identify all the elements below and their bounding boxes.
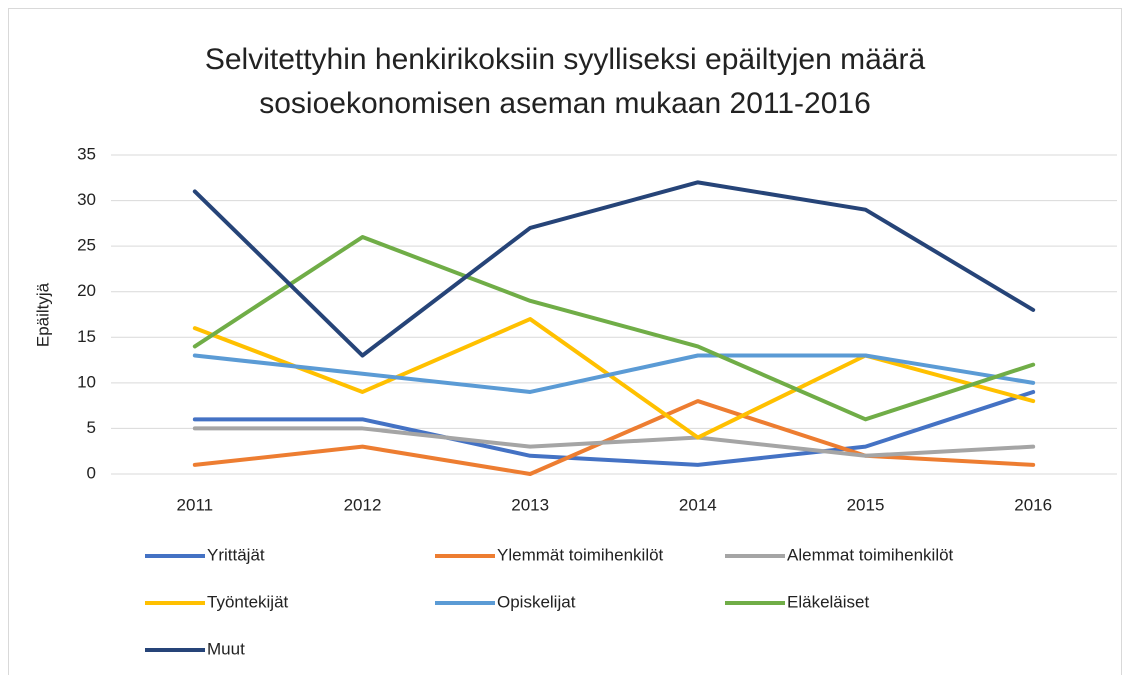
data-line (192, 426, 1036, 458)
x-tick-label: 2014 (679, 495, 717, 514)
y-tick-label: 0 (87, 463, 96, 482)
y-tick-label: 10 (77, 372, 96, 391)
y-axis-label: Epäiltyjä (33, 282, 52, 347)
y-tick-label: 20 (77, 281, 96, 300)
x-tick-label: 2013 (511, 495, 549, 514)
legend-label: Muut (207, 639, 245, 658)
y-tick-label: 35 (77, 144, 96, 163)
legend-label: Ylemmät toimihenkilöt (497, 545, 664, 564)
x-tick-label: 2012 (344, 495, 382, 514)
y-tick-label: 30 (77, 190, 96, 209)
chart-title: Selvitettyhin henkirikoksiin syylliseksi… (204, 43, 926, 120)
legend-label: Alemmat toimihenkilöt (787, 545, 954, 564)
data-line (192, 353, 1036, 394)
y-tick-label: 25 (77, 236, 96, 255)
x-tick-label: 2011 (177, 495, 214, 514)
chart-border (8, 8, 1122, 675)
data-line (192, 317, 1036, 440)
data-line (192, 235, 1036, 422)
x-tick-label: 2016 (1014, 495, 1052, 514)
legend-label: Eläkeläiset (787, 592, 869, 611)
legend-label: Yrittäjät (207, 545, 265, 564)
legend-label: Työntekijät (207, 592, 289, 611)
data-line (192, 180, 1036, 358)
data-line (192, 389, 1036, 467)
legend-label: Opiskelijat (497, 592, 576, 611)
y-tick-label: 15 (77, 327, 96, 346)
y-tick-label: 5 (87, 418, 96, 437)
x-tick-label: 2015 (847, 495, 885, 514)
data-line (192, 399, 1036, 476)
